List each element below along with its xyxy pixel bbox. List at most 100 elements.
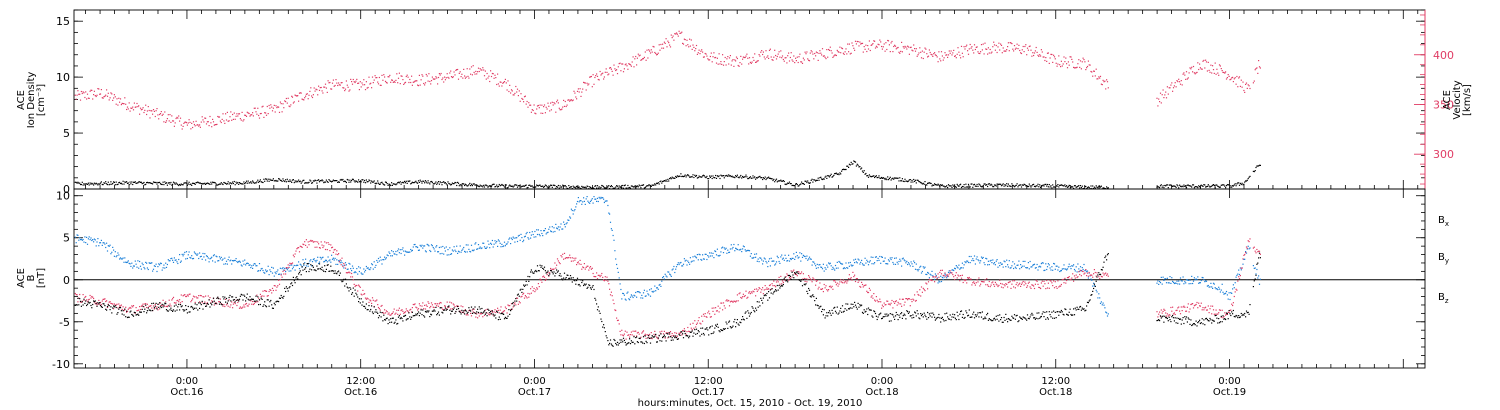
data-point	[617, 271, 619, 273]
data-point	[380, 182, 382, 184]
data-point	[450, 302, 453, 304]
data-point	[785, 183, 787, 186]
data-point	[834, 172, 837, 175]
data-point	[644, 295, 646, 297]
data-point	[92, 239, 94, 241]
data-point	[962, 186, 964, 188]
data-point	[940, 184, 943, 187]
data-point	[663, 330, 665, 332]
data-point	[1073, 66, 1075, 68]
data-point	[474, 184, 476, 186]
data-point	[451, 249, 453, 251]
data-point	[437, 251, 440, 253]
data-point	[649, 289, 651, 291]
data-point	[800, 183, 802, 185]
data-point	[424, 245, 426, 247]
data-point	[218, 256, 221, 258]
data-point	[144, 303, 146, 305]
data-point	[303, 179, 305, 181]
data-point	[162, 181, 164, 183]
data-point	[1024, 45, 1026, 48]
data-point	[536, 229, 538, 231]
data-point	[1172, 87, 1175, 89]
data-point	[391, 182, 393, 184]
data-point	[604, 71, 606, 73]
data-point	[316, 259, 318, 261]
data-point	[570, 260, 572, 262]
data-point	[1042, 262, 1044, 264]
data-point	[1203, 59, 1205, 61]
data-point	[644, 51, 646, 53]
data-point	[109, 301, 111, 303]
data-point	[1207, 184, 1209, 186]
data-point	[461, 183, 463, 185]
data-point	[1066, 185, 1068, 187]
data-point	[660, 43, 662, 46]
data-point	[510, 303, 513, 305]
data-point	[653, 333, 655, 335]
data-point	[247, 305, 249, 307]
data-point	[789, 56, 791, 59]
data-point	[789, 258, 791, 260]
data-point	[569, 186, 572, 188]
data-point	[1004, 184, 1006, 186]
data-point	[187, 254, 189, 256]
data-point	[1077, 185, 1079, 187]
data-point	[139, 107, 142, 109]
data-point	[997, 266, 999, 268]
data-point	[972, 258, 974, 260]
data-point	[265, 114, 268, 116]
data-point	[181, 301, 183, 303]
data-point	[702, 320, 704, 322]
data-point	[575, 257, 577, 259]
data-point	[294, 253, 296, 255]
data-point	[1012, 261, 1014, 263]
data-point	[895, 177, 897, 179]
data-point	[151, 307, 153, 309]
data-point	[582, 186, 584, 188]
data-point	[697, 52, 699, 54]
data-point	[421, 182, 423, 184]
data-point	[417, 182, 419, 184]
data-point	[819, 177, 821, 179]
data-point	[400, 309, 402, 312]
data-point	[638, 291, 640, 293]
data-point	[1084, 270, 1086, 272]
data-point	[337, 181, 339, 183]
data-point	[98, 183, 100, 185]
data-point	[947, 56, 949, 58]
data-point	[300, 246, 302, 248]
data-point	[822, 178, 824, 180]
data-point	[908, 179, 910, 181]
data-point	[994, 264, 996, 266]
data-point	[359, 286, 361, 288]
data-point	[768, 284, 771, 287]
data-point	[1254, 69, 1256, 71]
data-point	[140, 305, 142, 307]
data-point	[832, 266, 834, 268]
data-point	[212, 260, 214, 262]
data-point	[881, 177, 883, 179]
data-point	[184, 251, 186, 253]
data-point	[470, 312, 472, 314]
data-point	[650, 49, 652, 51]
data-point	[263, 178, 265, 180]
data-point	[1087, 277, 1089, 279]
data-point	[755, 253, 758, 255]
data-point	[529, 184, 531, 186]
data-point	[278, 178, 280, 180]
data-point	[146, 113, 148, 116]
data-point	[192, 182, 195, 184]
data-point	[142, 107, 144, 109]
data-point	[673, 39, 675, 41]
data-point	[219, 183, 221, 185]
data-point	[479, 313, 481, 315]
data-point	[1193, 277, 1195, 279]
data-point	[1174, 82, 1176, 84]
data-point	[803, 255, 805, 257]
data-point	[940, 280, 943, 283]
data-point	[837, 173, 839, 175]
data-point	[1239, 85, 1241, 87]
data-point	[268, 274, 270, 276]
data-point	[1241, 182, 1243, 184]
